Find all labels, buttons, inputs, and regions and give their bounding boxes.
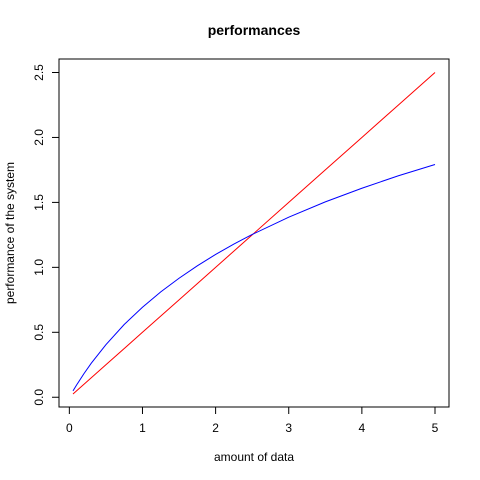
x-tick-label: 4: [359, 421, 366, 435]
y-tick-label: 0.0: [32, 389, 46, 406]
x-tick-label: 0: [66, 421, 73, 435]
x-axis-label: amount of data: [214, 450, 294, 464]
x-tick-label: 1: [139, 421, 146, 435]
series-layer: [72, 72, 436, 395]
y-axis: 0.0 0.5 1.0 1.5 2.0 2.5: [32, 64, 60, 406]
x-tick-label: 2: [212, 421, 219, 435]
y-axis-label: performance of the system: [3, 162, 17, 304]
y-tick-label: 1.0: [32, 259, 46, 276]
chart-title: performances: [208, 22, 301, 38]
y-tick-label: 2.0: [32, 129, 46, 146]
y-tick-label: 2.5: [32, 64, 46, 81]
x-tick-label: 3: [285, 421, 292, 435]
y-tick-label: 1.5: [32, 194, 46, 211]
x-tick-label: 5: [432, 421, 439, 435]
series-line-2: [72, 163, 436, 392]
x-axis: 0 1 2 3 4 5: [66, 406, 439, 435]
y-tick-label: 0.5: [32, 324, 46, 341]
